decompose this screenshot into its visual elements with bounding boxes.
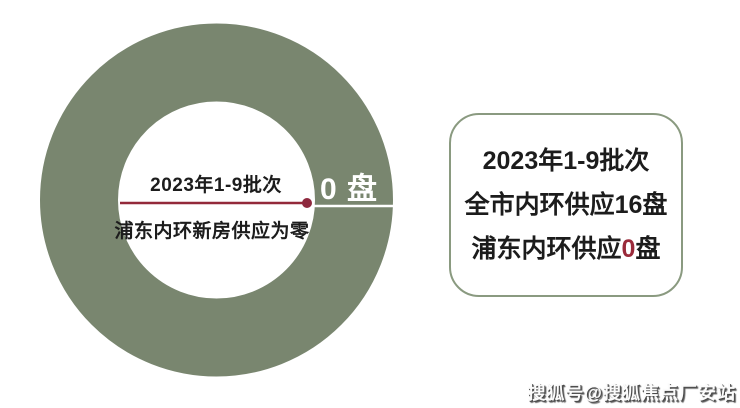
- summary-line-batch: 2023年1-9批次: [482, 147, 650, 175]
- summary-line-pudong-value: 0: [621, 235, 636, 263]
- donut-ring: [40, 23, 393, 377]
- summary-line-pudong: 浦东内环供应0盘: [472, 227, 661, 271]
- donut-slice-label: 0 盘: [320, 173, 379, 206]
- summary-box: 2023年1-9批次 全市内环供应16盘 浦东内环供应0盘: [449, 113, 683, 297]
- leader-dot: [302, 198, 312, 208]
- donut-center-subtitle: 浦东内环新房供应为零: [114, 221, 310, 242]
- watermark: 搜狐号@搜狐焦点厂安站: [527, 383, 736, 403]
- summary-line-pudong-suffix: 盘: [635, 235, 661, 263]
- summary-line-citywide: 全市内环供应16盘: [464, 191, 668, 219]
- donut-center-title: 2023年1-9批次: [150, 175, 282, 196]
- summary-line-pudong-prefix: 浦东内环供应: [471, 235, 622, 263]
